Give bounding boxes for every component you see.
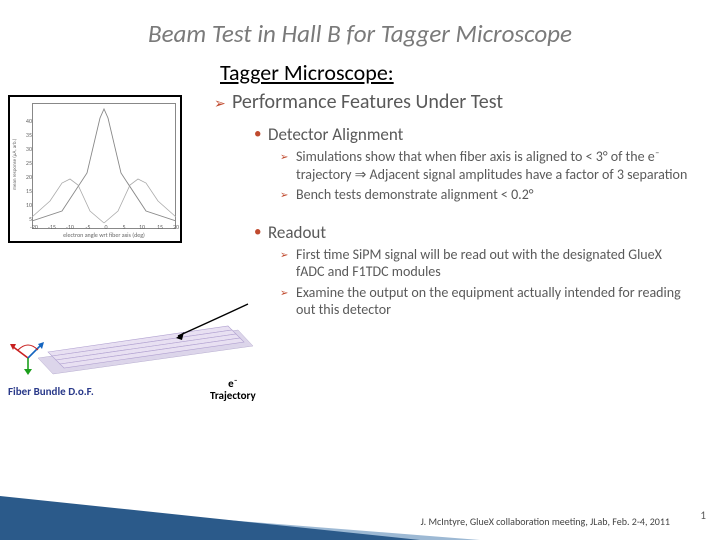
ytick: 5 — [22, 215, 32, 223]
ytick: 10 — [22, 201, 32, 209]
bullet-alignment-sub2: Bench tests demonstrate alignment < 0.2° — [296, 186, 692, 204]
ytick: 35 — [22, 131, 32, 139]
bullet-readout: Readout — [268, 222, 720, 243]
ytick: 15 — [22, 187, 32, 195]
etraj-l2: Trajectory — [210, 389, 256, 402]
fiber-caption: Fiber Bundle D.o.F. — [8, 385, 94, 398]
fiber-diagram — [8, 290, 258, 380]
bullet-readout-sub2: Examine the output on the equipment actu… — [296, 284, 692, 319]
bullet-alignment-sub1: Simulations show that when fiber axis is… — [296, 148, 692, 183]
page-number: 1 — [700, 509, 706, 522]
section-heading: Performance Features Under Test — [232, 90, 720, 114]
slide-title: Beam Test in Hall B for Tagger Microscop… — [0, 0, 720, 59]
bullet-alignment: Detector Alignment — [268, 124, 720, 145]
subtitle: Tagger Microscope: — [220, 59, 720, 86]
etraj-caption: e⁻ Trajectory — [210, 378, 256, 402]
ytick: 30 — [22, 145, 32, 153]
etraj-l1: e⁻ — [228, 377, 237, 390]
ytick: 25 — [22, 159, 32, 167]
chart-xlabel: electron angle wrt fiber axis (deg) — [32, 231, 176, 239]
bullet-readout-sub1: First time SiPM signal will be read out … — [296, 246, 692, 281]
chart-lines — [32, 103, 176, 229]
response-chart: mean response (µA, arb.) 5 10 15 20 25 3… — [8, 95, 182, 243]
decor-triangle-dark — [0, 496, 420, 540]
footer-text: J. McIntyre, GlueX collaboration meeting… — [421, 515, 670, 528]
ytick: 40 — [22, 117, 32, 125]
ytick: 20 — [22, 173, 32, 181]
